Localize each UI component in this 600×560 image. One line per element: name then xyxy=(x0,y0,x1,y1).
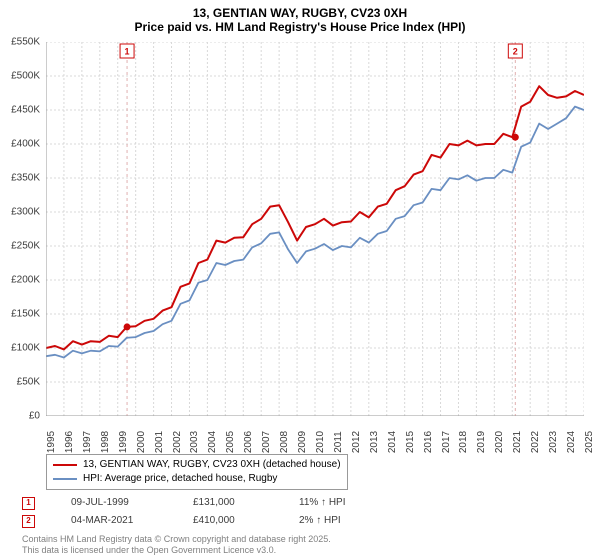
y-tick-label: £150K xyxy=(11,309,40,320)
marker-table: 1 09-JUL-1999 £131,000 11% ↑ HPI 2 04-MAR-202… xyxy=(22,494,346,530)
y-tick-label: £50K xyxy=(17,377,40,388)
marker-price: £410,000 xyxy=(193,512,263,530)
x-tick-label: 2019 xyxy=(476,431,487,453)
y-axis-labels: £0£50K£100K£150K£200K£250K£300K£350K£400… xyxy=(0,42,44,416)
x-tick-label: 2023 xyxy=(548,431,559,453)
x-tick-label: 2006 xyxy=(243,431,254,453)
chart-svg: 12 xyxy=(46,42,584,416)
y-tick-label: £0 xyxy=(29,411,40,422)
x-tick-label: 2017 xyxy=(441,431,452,453)
x-tick-label: 2014 xyxy=(387,431,398,453)
x-tick-label: 1999 xyxy=(118,431,129,453)
legend-swatch xyxy=(53,478,77,480)
x-tick-label: 2025 xyxy=(584,431,595,453)
y-tick-label: £400K xyxy=(11,139,40,150)
x-tick-label: 2005 xyxy=(225,431,236,453)
x-tick-label: 2018 xyxy=(458,431,469,453)
y-tick-label: £350K xyxy=(11,173,40,184)
legend-item: 13, GENTIAN WAY, RUGBY, CV23 0XH (detach… xyxy=(53,458,341,472)
marker-price: £131,000 xyxy=(193,494,263,512)
x-tick-label: 2022 xyxy=(530,431,541,453)
x-tick-label: 1995 xyxy=(46,431,57,453)
y-tick-label: £500K xyxy=(11,71,40,82)
x-tick-label: 2015 xyxy=(405,431,416,453)
x-tick-label: 2021 xyxy=(512,431,523,453)
legend-label: HPI: Average price, detached house, Rugb… xyxy=(83,472,277,486)
x-tick-label: 2024 xyxy=(566,431,577,453)
marker-row: 1 09-JUL-1999 £131,000 11% ↑ HPI xyxy=(22,494,346,512)
chart-title: 13, GENTIAN WAY, RUGBY, CV23 0XH Price p… xyxy=(0,0,600,36)
marker-delta: 2% ↑ HPI xyxy=(299,512,341,530)
y-tick-label: £450K xyxy=(11,105,40,116)
x-tick-label: 2016 xyxy=(423,431,434,453)
x-tick-label: 2007 xyxy=(261,431,272,453)
x-tick-label: 2013 xyxy=(369,431,380,453)
legend: 13, GENTIAN WAY, RUGBY, CV23 0XH (detach… xyxy=(46,454,348,490)
x-tick-label: 2011 xyxy=(333,431,344,453)
marker-badge: 1 xyxy=(22,497,35,510)
marker-delta: 11% ↑ HPI xyxy=(299,494,346,512)
legend-item: HPI: Average price, detached house, Rugb… xyxy=(53,472,341,486)
y-tick-label: £100K xyxy=(11,343,40,354)
x-tick-label: 1998 xyxy=(100,431,111,453)
footer-line-1: Contains HM Land Registry data © Crown c… xyxy=(22,534,331,545)
marker-date: 04-MAR-2021 xyxy=(71,512,157,530)
x-tick-label: 2000 xyxy=(136,431,147,453)
x-tick-label: 2010 xyxy=(315,431,326,453)
y-tick-label: £200K xyxy=(11,275,40,286)
x-tick-label: 2020 xyxy=(494,431,505,453)
x-tick-label: 2009 xyxy=(297,431,308,453)
y-tick-label: £550K xyxy=(11,37,40,48)
x-axis-labels: 1995199619971998199920002001200220032004… xyxy=(46,418,584,448)
legend-swatch xyxy=(53,464,77,466)
legend-label: 13, GENTIAN WAY, RUGBY, CV23 0XH (detach… xyxy=(83,458,341,472)
x-tick-label: 2012 xyxy=(351,431,362,453)
title-line-1: 13, GENTIAN WAY, RUGBY, CV23 0XH xyxy=(0,6,600,20)
x-tick-label: 2002 xyxy=(172,431,183,453)
marker-date: 09-JUL-1999 xyxy=(71,494,157,512)
title-line-2: Price paid vs. HM Land Registry's House … xyxy=(0,20,600,34)
y-tick-label: £300K xyxy=(11,207,40,218)
footer-attribution: Contains HM Land Registry data © Crown c… xyxy=(22,534,331,556)
marker-row: 2 04-MAR-2021 £410,000 2% ↑ HPI xyxy=(22,512,346,530)
x-tick-label: 1997 xyxy=(82,431,93,453)
svg-text:1: 1 xyxy=(125,47,130,57)
footer-line-2: This data is licensed under the Open Gov… xyxy=(22,545,331,556)
marker-badge: 2 xyxy=(22,515,35,528)
y-tick-label: £250K xyxy=(11,241,40,252)
x-tick-label: 2001 xyxy=(154,431,165,453)
x-tick-label: 2003 xyxy=(189,431,200,453)
x-tick-label: 2008 xyxy=(279,431,290,453)
svg-text:2: 2 xyxy=(513,47,518,57)
x-tick-label: 2004 xyxy=(207,431,218,453)
x-tick-label: 1996 xyxy=(64,431,75,453)
plot-area: 12 xyxy=(46,42,584,416)
chart-container: { "title_line1": "13, GENTIAN WAY, RUGBY… xyxy=(0,0,600,560)
